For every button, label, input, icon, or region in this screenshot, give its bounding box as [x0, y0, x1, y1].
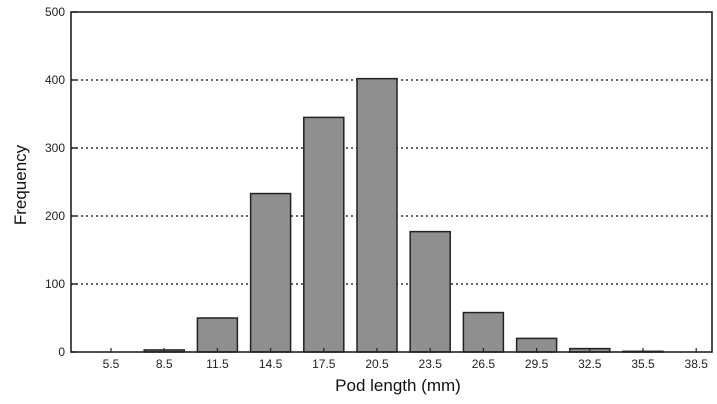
bar	[249, 192, 292, 353]
x-tick-label: 29.5	[525, 357, 549, 371]
x-tick-label: 5.5	[103, 357, 120, 371]
y-axis-label: Frequency	[11, 144, 30, 225]
x-tick-label: 17.5	[312, 357, 336, 371]
y-tick-label: 300	[45, 141, 65, 155]
x-tick-label: 8.5	[156, 357, 173, 371]
tick-labels: 0 100 200 300 400 500 5.5 8.5 11.5 14.5 17.5 20.5 23…	[45, 5, 708, 371]
bars	[143, 77, 664, 353]
y-tick-label: 0	[58, 345, 65, 359]
x-tick-label: 38.5	[685, 357, 709, 371]
bar	[303, 116, 345, 353]
x-tick-label: 14.5	[259, 357, 283, 371]
bar	[409, 230, 451, 353]
x-axis-label: Pod length (mm)	[335, 376, 461, 395]
axes	[70, 11, 713, 353]
x-tick-label: 32.5	[578, 357, 602, 371]
y-tick-label: 400	[45, 73, 65, 87]
bar	[356, 77, 398, 353]
x-tick-label: 11.5	[206, 357, 229, 371]
x-tick-label: 20.5	[365, 357, 389, 371]
y-tick-label: 200	[45, 209, 65, 223]
bar	[196, 317, 239, 353]
plot-frame	[70, 11, 713, 353]
y-tick-label: 100	[45, 277, 65, 291]
x-tick-label: 23.5	[419, 357, 443, 371]
x-tick-label: 35.5	[631, 357, 655, 371]
x-tick-label: 26.5	[472, 357, 496, 371]
y-tick-label: 500	[45, 5, 65, 19]
bar	[462, 311, 505, 353]
